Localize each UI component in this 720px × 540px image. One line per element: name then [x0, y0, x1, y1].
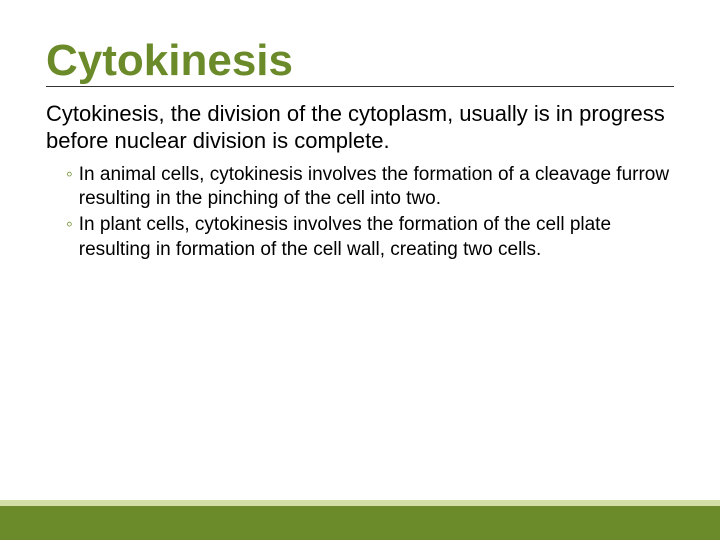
bullet-marker-icon: ◦ [66, 163, 73, 212]
bullet-list: ◦ In animal cells, cytokinesis involves … [46, 163, 674, 262]
list-item: ◦ In animal cells, cytokinesis involves … [66, 163, 674, 212]
footer-bar [0, 506, 720, 540]
slide-title: Cytokinesis [46, 38, 674, 87]
slide-container: Cytokinesis Cytokinesis, the division of… [0, 0, 720, 540]
bullet-text: In animal cells, cytokinesis involves th… [79, 163, 674, 212]
bullet-marker-icon: ◦ [66, 213, 73, 262]
intro-paragraph: Cytokinesis, the division of the cytopla… [46, 101, 674, 155]
list-item: ◦ In plant cells, cytokinesis involves t… [66, 213, 674, 262]
bullet-text: In plant cells, cytokinesis involves the… [79, 213, 674, 262]
